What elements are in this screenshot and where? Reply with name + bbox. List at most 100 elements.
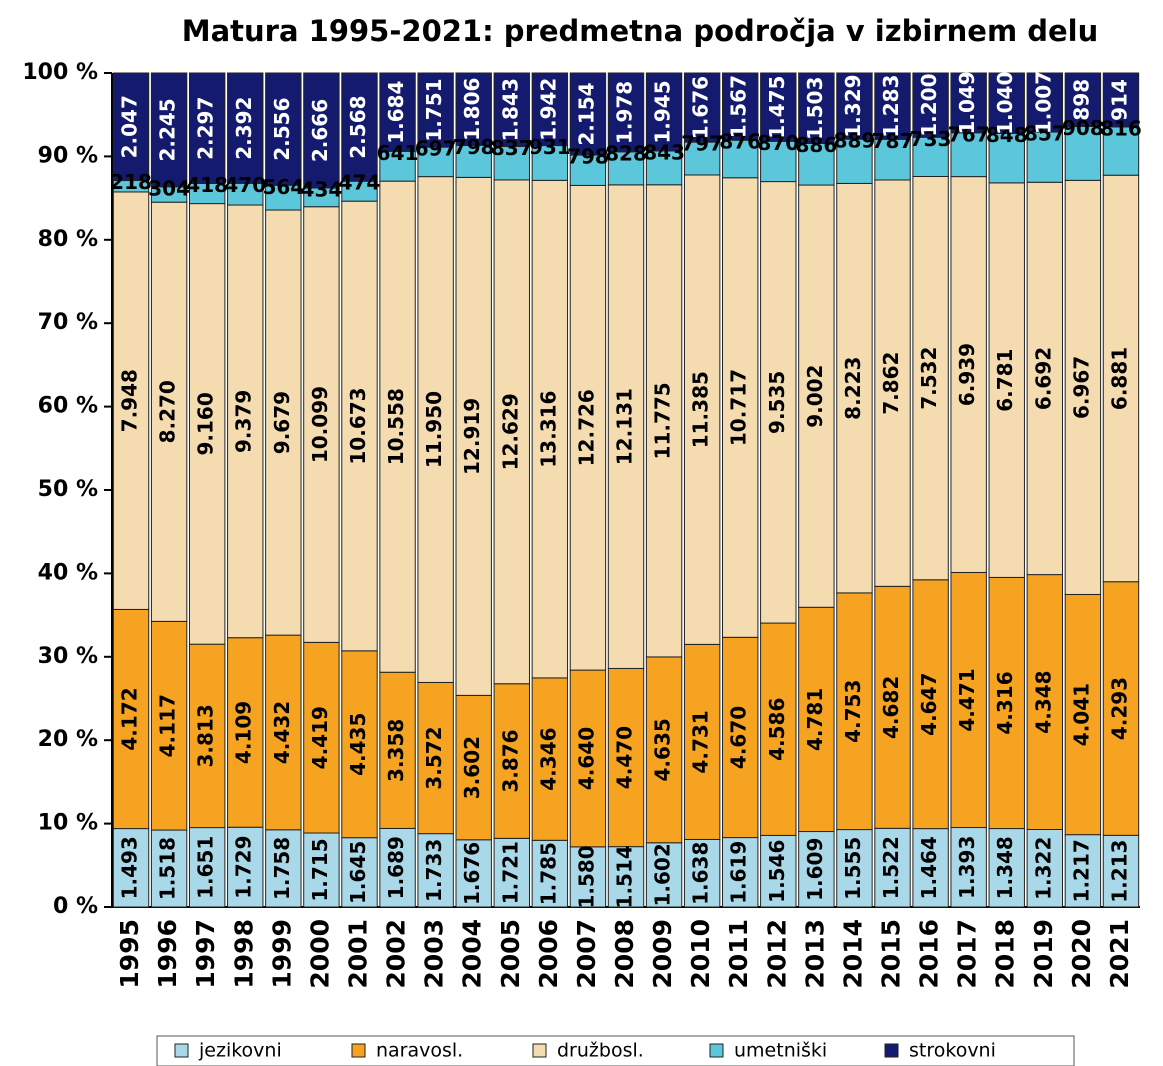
x-tick-label: 2007: [572, 919, 601, 989]
data-label: 1.329: [841, 74, 865, 137]
data-label: 4.041: [1069, 683, 1093, 746]
data-label: 1.729: [232, 835, 256, 898]
bar-segment: [417, 681, 454, 835]
data-label: 11.775: [651, 382, 675, 459]
data-label: 914: [1107, 79, 1131, 121]
data-label: 1.348: [993, 836, 1017, 899]
data-label: 8.223: [841, 357, 865, 420]
data-label: 1.684: [384, 81, 408, 144]
data-label: 418: [186, 173, 228, 197]
bar-segment: [493, 146, 530, 181]
data-label: 1.007: [1031, 71, 1055, 134]
data-label: 828: [605, 141, 647, 165]
bar-segment: [722, 636, 759, 839]
data-label: 1.580: [574, 845, 598, 908]
data-label: 12.919: [460, 398, 484, 475]
data-label: 1.676: [689, 76, 713, 139]
data-label: 9.160: [194, 392, 218, 455]
bar-segment: [798, 142, 835, 186]
data-label: 898: [1069, 79, 1093, 121]
bar-segment: [569, 154, 607, 186]
bar-segment: [417, 72, 454, 148]
data-label: 10.673: [346, 387, 370, 464]
data-label: 474: [339, 171, 381, 195]
bar-segment: [1026, 131, 1064, 183]
bar-segment: [188, 643, 226, 829]
data-label: 4.293: [1107, 677, 1131, 740]
data-label: 1.322: [1031, 837, 1055, 900]
data-label: 2.392: [232, 97, 256, 160]
legend-swatch: [351, 1043, 366, 1058]
x-tick-label: 2014: [838, 919, 867, 989]
bar-segment: [1026, 828, 1064, 908]
x-tick-label: 1995: [115, 919, 144, 989]
x-tick-label: 2006: [534, 919, 563, 989]
x-tick-label: 2001: [343, 919, 372, 989]
data-label: 1.602: [651, 843, 675, 906]
bar-segment: [1064, 834, 1102, 908]
bar-segment: [722, 139, 759, 179]
bar-segment: [912, 579, 949, 830]
chart-title: Matura 1995-2021: predmetna področja v i…: [182, 14, 1099, 48]
data-label: 1.555: [841, 837, 865, 900]
data-label: 4.316: [993, 671, 1017, 734]
data-label: 1.200: [917, 73, 941, 136]
data-label: 6.939: [955, 343, 979, 406]
bar-segment: [150, 72, 188, 188]
data-label: 4.670: [727, 706, 751, 769]
data-label: 4.432: [270, 701, 294, 764]
bar-segment: [874, 72, 911, 140]
bar-segment: [1064, 179, 1102, 595]
bar-segment: [265, 634, 302, 831]
data-label: 1.213: [1107, 840, 1131, 903]
y-tick-label: 40 %: [38, 560, 98, 585]
y-tick-label: 100 %: [22, 60, 98, 85]
x-tick-label: 2015: [877, 919, 906, 989]
bar-segment: [1064, 72, 1102, 127]
bar-segment: [798, 184, 835, 608]
bar-segment: [265, 184, 302, 211]
data-label: 4.471: [955, 668, 979, 731]
data-label: 2.297: [194, 97, 218, 160]
bar-segment: [265, 209, 302, 636]
bar-segment: [607, 72, 645, 153]
data-label: 12.726: [574, 389, 598, 466]
data-label: 4.172: [118, 687, 142, 750]
bar-segment: [722, 177, 759, 638]
data-label: 10.558: [384, 388, 408, 465]
data-label: 9.679: [270, 391, 294, 454]
data-label: 4.635: [651, 718, 675, 781]
bar-segment: [493, 179, 530, 685]
data-label: 8.270: [156, 380, 180, 443]
bar-segment: [1102, 174, 1140, 583]
data-label: 13.316: [536, 391, 560, 468]
bar-segment: [531, 72, 569, 147]
data-label: 2.245: [156, 98, 180, 161]
bar-segment: [798, 72, 835, 144]
bar-segment: [531, 677, 569, 841]
data-label: 3.572: [422, 726, 446, 789]
bar-segment: [912, 176, 949, 581]
data-label: 470: [224, 173, 266, 197]
data-label: 4.348: [1031, 670, 1055, 733]
data-label: 1.638: [689, 842, 713, 905]
bar-segment: [836, 72, 873, 140]
data-label: 9.379: [232, 390, 256, 453]
bar-segment: [760, 622, 797, 836]
y-tick-label: 10 %: [38, 811, 98, 836]
bar-segment: [112, 828, 150, 908]
data-label: 12.131: [613, 388, 637, 465]
data-label: 797: [681, 132, 723, 156]
data-label: 848: [986, 123, 1028, 147]
x-tick-label: 1997: [191, 919, 220, 989]
data-label: 1.503: [803, 77, 827, 140]
bar-segment: [683, 141, 721, 176]
data-label: 3.813: [194, 704, 218, 767]
data-label: 1.393: [955, 836, 979, 899]
legend-label: naravosl.: [376, 1040, 463, 1062]
data-label: 7.862: [879, 352, 903, 415]
data-label: 1.721: [498, 841, 522, 904]
bar-segment: [874, 827, 911, 908]
data-label: 4.640: [574, 727, 598, 790]
bar-segment: [379, 72, 416, 152]
